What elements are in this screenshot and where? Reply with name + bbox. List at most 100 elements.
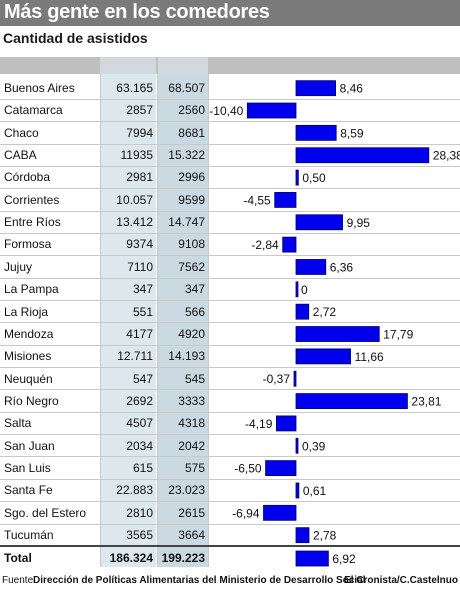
bar-0 (295, 80, 336, 97)
row-divider (0, 232, 460, 234)
row-name: La Pampa (4, 282, 59, 297)
bar-label-15: -4,19 (245, 417, 273, 431)
row-divider (0, 523, 460, 525)
row-value-1: 13.412 (116, 215, 153, 230)
bar-12 (295, 348, 351, 365)
row-value-1: 2981 (126, 170, 153, 185)
row-value-2: 2560 (178, 103, 205, 118)
row-name: Neuquén (4, 371, 53, 386)
bar-label-13: -0,37 (263, 372, 291, 386)
row-divider (0, 300, 460, 301)
row-value-1: 9374 (126, 237, 153, 252)
bar-label-2: 8,59 (340, 126, 364, 140)
row-divider (0, 210, 460, 212)
row-value-2: 2996 (178, 170, 205, 185)
bar-label-3: 28,38 (433, 149, 460, 163)
row-name: Chaco (4, 125, 39, 140)
table-header-col1 (100, 57, 156, 74)
row-value-1: 2857 (126, 103, 153, 118)
row-divider (0, 98, 460, 100)
row-value-2: 14.193 (168, 349, 205, 364)
row-value-1: 12.711 (117, 349, 153, 364)
chart-subtitle: Cantidad de asistidos (3, 30, 148, 46)
bar-label-16: 0,39 (302, 439, 326, 453)
row-name: Tucumán (4, 528, 54, 542)
row-value-2: 575 (184, 460, 205, 475)
row-value-2: 23.023 (168, 483, 205, 498)
footer-source: Dirección de Políticas Alimentarias del … (33, 575, 366, 586)
bar-label-10: 2,72 (313, 305, 337, 319)
title-bar (0, 0, 460, 26)
bar-5 (274, 192, 297, 208)
bar-label-17: -6,50 (234, 462, 262, 476)
row-value-2: 3664 (178, 528, 205, 542)
row-name: San Luis (4, 460, 51, 475)
row-name: San Juan (4, 438, 55, 453)
row-value-2: 3333 (178, 393, 205, 408)
row-divider (0, 344, 460, 346)
row-name: Jujuy (4, 259, 33, 274)
bar-11 (295, 326, 380, 342)
bar-label-19: -6,94 (232, 506, 260, 520)
row-divider (0, 456, 460, 458)
row-divider (0, 121, 460, 123)
row-name: La Rioja (4, 304, 49, 319)
row-divider (0, 411, 460, 413)
total-label: Total (4, 551, 32, 566)
bar-18 (295, 482, 300, 499)
row-value-1: 4177 (126, 326, 153, 341)
bar-label-total: 6,92 (332, 552, 356, 566)
row-name: Río Negro (4, 393, 59, 408)
bar-19 (263, 504, 297, 521)
row-name: Misiones (4, 349, 52, 364)
row-value-2: 347 (184, 282, 205, 297)
column-divider (157, 74, 158, 567)
footer-label: Fuente: (2, 575, 36, 586)
bar-10 (295, 303, 310, 320)
bar-20 (295, 527, 310, 544)
row-name: Catamarca (4, 103, 63, 118)
bar-1 (246, 102, 297, 119)
row-name: Santa Fe (4, 483, 53, 498)
column-divider (208, 74, 209, 567)
row-value-2: 9599 (178, 192, 205, 207)
bar-4 (295, 169, 299, 186)
bar-label-18: 0,61 (303, 484, 327, 498)
bar-label-20: 2,78 (313, 529, 337, 543)
footer: Fuente: Dirección de Políticas Alimentar… (0, 572, 460, 590)
row-name: Buenos Aires (4, 81, 75, 95)
column-divider (100, 74, 101, 567)
column-2-background (158, 74, 208, 567)
row-value-1: 3565 (126, 528, 153, 542)
row-value-2: 545 (184, 371, 205, 386)
bar-2 (295, 124, 337, 141)
bar-label-5: -4,55 (243, 193, 271, 207)
row-name: Entre Ríos (4, 215, 61, 230)
row-value-2: 7562 (178, 259, 205, 274)
page-title: Más gente en los comedores (4, 1, 270, 23)
row-name: CABA (4, 148, 37, 163)
row-value-1: 347 (132, 282, 153, 297)
row-value-2: 15.322 (168, 148, 205, 163)
row-divider (0, 277, 460, 279)
row-value-1: 2034 (126, 438, 153, 453)
row-divider (0, 478, 460, 480)
bar-label-1: -10,40 (209, 104, 243, 118)
table-header-col2 (158, 57, 208, 74)
row-divider (0, 322, 460, 324)
bar-label-0: 8,46 (340, 82, 364, 96)
row-divider (0, 501, 460, 503)
row-value-2: 68.507 (168, 81, 205, 95)
bar-label-11: 17,79 (383, 328, 413, 342)
row-value-1: 551 (132, 304, 153, 319)
bar-17 (265, 460, 297, 477)
bar-14 (295, 393, 408, 409)
row-name: Formosa (4, 237, 52, 252)
total-value-2: 199.223 (161, 551, 205, 566)
footer-credit: El Cronista/C.Castelnuo (344, 575, 458, 586)
row-name: Mendoza (4, 326, 54, 341)
row-value-1: 547 (132, 371, 153, 386)
row-value-1: 22.883 (116, 483, 153, 498)
total-divider (0, 545, 460, 548)
